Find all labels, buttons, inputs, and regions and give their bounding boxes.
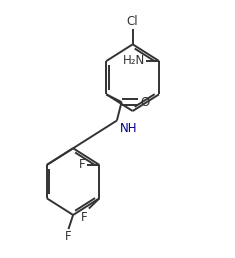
Text: H₂N: H₂N (123, 54, 145, 68)
Text: Cl: Cl (127, 15, 138, 28)
Text: F: F (81, 211, 87, 224)
Text: O: O (141, 95, 150, 109)
Text: F: F (79, 158, 85, 171)
Text: NH: NH (120, 122, 137, 135)
Text: F: F (65, 230, 72, 243)
